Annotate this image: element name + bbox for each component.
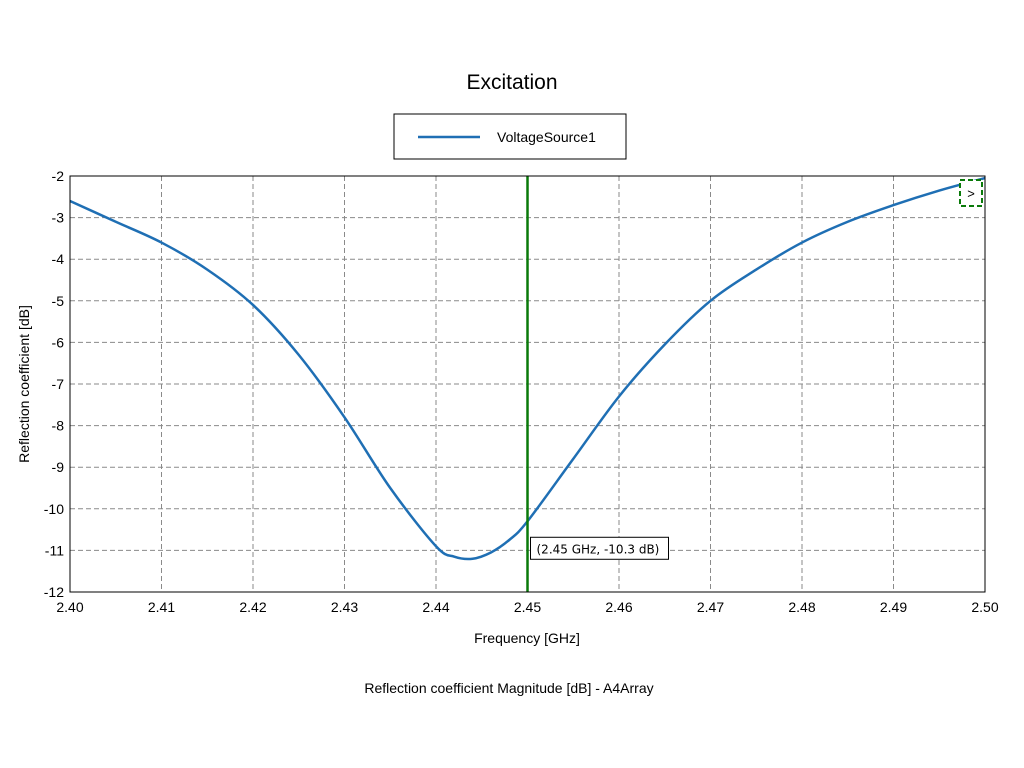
y-tick-label: -4: [52, 251, 65, 267]
y-tick-label: -2: [52, 168, 65, 184]
y-tick-label: -10: [44, 501, 64, 517]
y-tick-label: -11: [45, 542, 64, 558]
x-tick-label: 2.45: [514, 599, 541, 615]
x-tick-label: 2.50: [971, 599, 998, 615]
expand-button-label[interactable]: >: [967, 186, 975, 201]
y-axis-ticks: -2 -3 -4 -5 -6 -7 -8 -9 -10 -11 -12: [44, 168, 64, 600]
y-tick-label: -6: [52, 334, 65, 350]
x-tick-label: 2.47: [697, 599, 724, 615]
expand-button[interactable]: >: [959, 179, 983, 207]
plot-frame: [69, 175, 986, 593]
marker-layer: (2.45 GHz, -10.3 dB): [526, 176, 669, 592]
x-tick-label: 2.48: [788, 599, 815, 615]
y-tick-label: -3: [52, 210, 65, 226]
x-tick-label: 2.42: [239, 599, 266, 615]
expand-button-frame[interactable]: [959, 179, 983, 207]
x-tick-label: 2.43: [331, 599, 358, 615]
series-line-VoltageSource1: [69, 176, 986, 561]
x-tick-label: 2.41: [148, 599, 175, 615]
x-tick-label: 2.49: [880, 599, 907, 615]
legend: VoltageSource1: [393, 113, 627, 160]
legend-label: VoltageSource1: [497, 129, 596, 145]
chart-title: Excitation: [466, 71, 557, 94]
x-axis-ticks: 2.40 2.41 2.42 2.43 2.44 2.45 2.46 2.47 2.48 2.49…: [56, 599, 998, 615]
x-tick-label: 2.44: [422, 599, 449, 615]
y-tick-label: -5: [52, 293, 65, 309]
y-tick-label: -12: [44, 584, 64, 600]
y-tick-label: -8: [52, 418, 65, 434]
x-tick-label: 2.46: [605, 599, 632, 615]
y-tick-label: -7: [52, 376, 65, 392]
marker-label-box: [530, 536, 669, 560]
footer-caption: Reflection coefficient Magnitude [dB] - …: [364, 680, 653, 696]
series-layer: [69, 176, 986, 561]
marker-label: (2.45 GHz, -10.3 dB): [537, 542, 660, 556]
y-axis-title: Reflection coefficient [dB]: [16, 305, 32, 463]
x-axis-title: Frequency [GHz]: [474, 630, 580, 646]
y-tick-label: -9: [52, 459, 65, 475]
x-tick-label: 2.40: [56, 599, 83, 615]
